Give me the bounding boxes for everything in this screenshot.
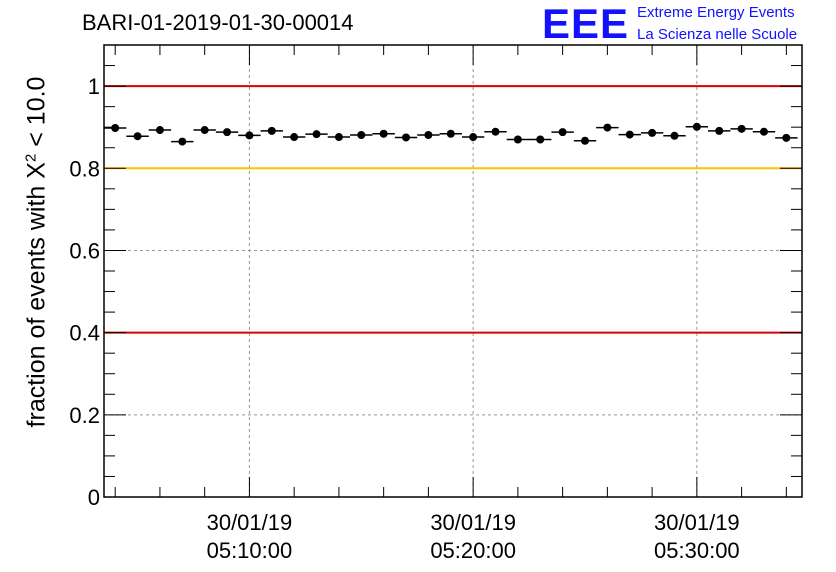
data-point — [312, 130, 321, 139]
chart-title: BARI-01-2019-01-30-00014 — [82, 10, 354, 35]
grid-layer — [104, 45, 802, 498]
data-point — [245, 131, 254, 140]
data-point — [759, 127, 768, 136]
y-tick-label: 0.4 — [69, 321, 100, 346]
data-point — [670, 131, 679, 140]
y-tick-label: 0 — [88, 485, 100, 510]
x-tick-label-time: 05:20:00 — [430, 538, 516, 563]
y-axis-label-text: fraction of events with X — [22, 162, 51, 428]
data-point — [111, 124, 120, 133]
data-point — [536, 135, 545, 144]
data-point — [379, 129, 388, 138]
data-point — [334, 133, 343, 142]
data-point — [625, 130, 634, 139]
logo-line-2: La Scienza nelle Scuole — [637, 26, 798, 43]
data-point — [491, 127, 500, 136]
y-tick-label: 1 — [88, 74, 100, 99]
reference-lines — [104, 85, 802, 334]
data-point — [469, 133, 478, 142]
y-tick-label: 0.2 — [69, 403, 100, 428]
x-tick-label-date: 30/01/19 — [207, 510, 293, 535]
data-point — [200, 126, 209, 135]
y-tick-label: 0.8 — [69, 156, 100, 181]
data-point — [424, 130, 433, 139]
axis-ticks — [104, 44, 802, 498]
data-point — [223, 128, 232, 137]
data-point — [737, 124, 746, 133]
eee-logo: EEE Extreme Energy Events La Scienza nel… — [542, 2, 832, 46]
data-point — [178, 137, 187, 146]
data-point — [715, 126, 724, 135]
data-point — [267, 126, 276, 135]
data-point — [513, 135, 522, 144]
data-point — [558, 128, 567, 137]
y-axis-label-exponent: 2 — [22, 153, 40, 163]
y-axis-label-suffix: < 10.0 — [22, 76, 51, 154]
data-point — [603, 123, 612, 132]
data-point — [446, 129, 455, 138]
data-point — [648, 128, 657, 137]
data-point — [155, 126, 164, 135]
data-point — [133, 132, 142, 141]
data-series — [104, 122, 798, 146]
data-point — [692, 122, 701, 131]
tick-labels: 0 0.2 0.4 0.6 0.8 1 30/01/19 05:10:00 30/01/19 05… — [69, 74, 739, 563]
data-point — [782, 133, 791, 142]
y-tick-label: 0.6 — [69, 238, 100, 263]
x-tick-label-date: 30/01/19 — [654, 510, 740, 535]
x-tick-label-date: 30/01/19 — [430, 510, 516, 535]
data-point — [402, 133, 411, 142]
y-axis-label: fraction of events with X2 < 10.0 — [22, 77, 51, 428]
x-tick-label-time: 05:10:00 — [207, 538, 293, 563]
logo-line-1: Extreme Energy Events — [637, 4, 795, 21]
data-point — [357, 130, 366, 139]
data-point — [580, 136, 589, 145]
x-tick-label-time: 05:30:00 — [654, 538, 740, 563]
logo-mark: EEE — [542, 0, 630, 47]
data-point — [290, 133, 299, 142]
